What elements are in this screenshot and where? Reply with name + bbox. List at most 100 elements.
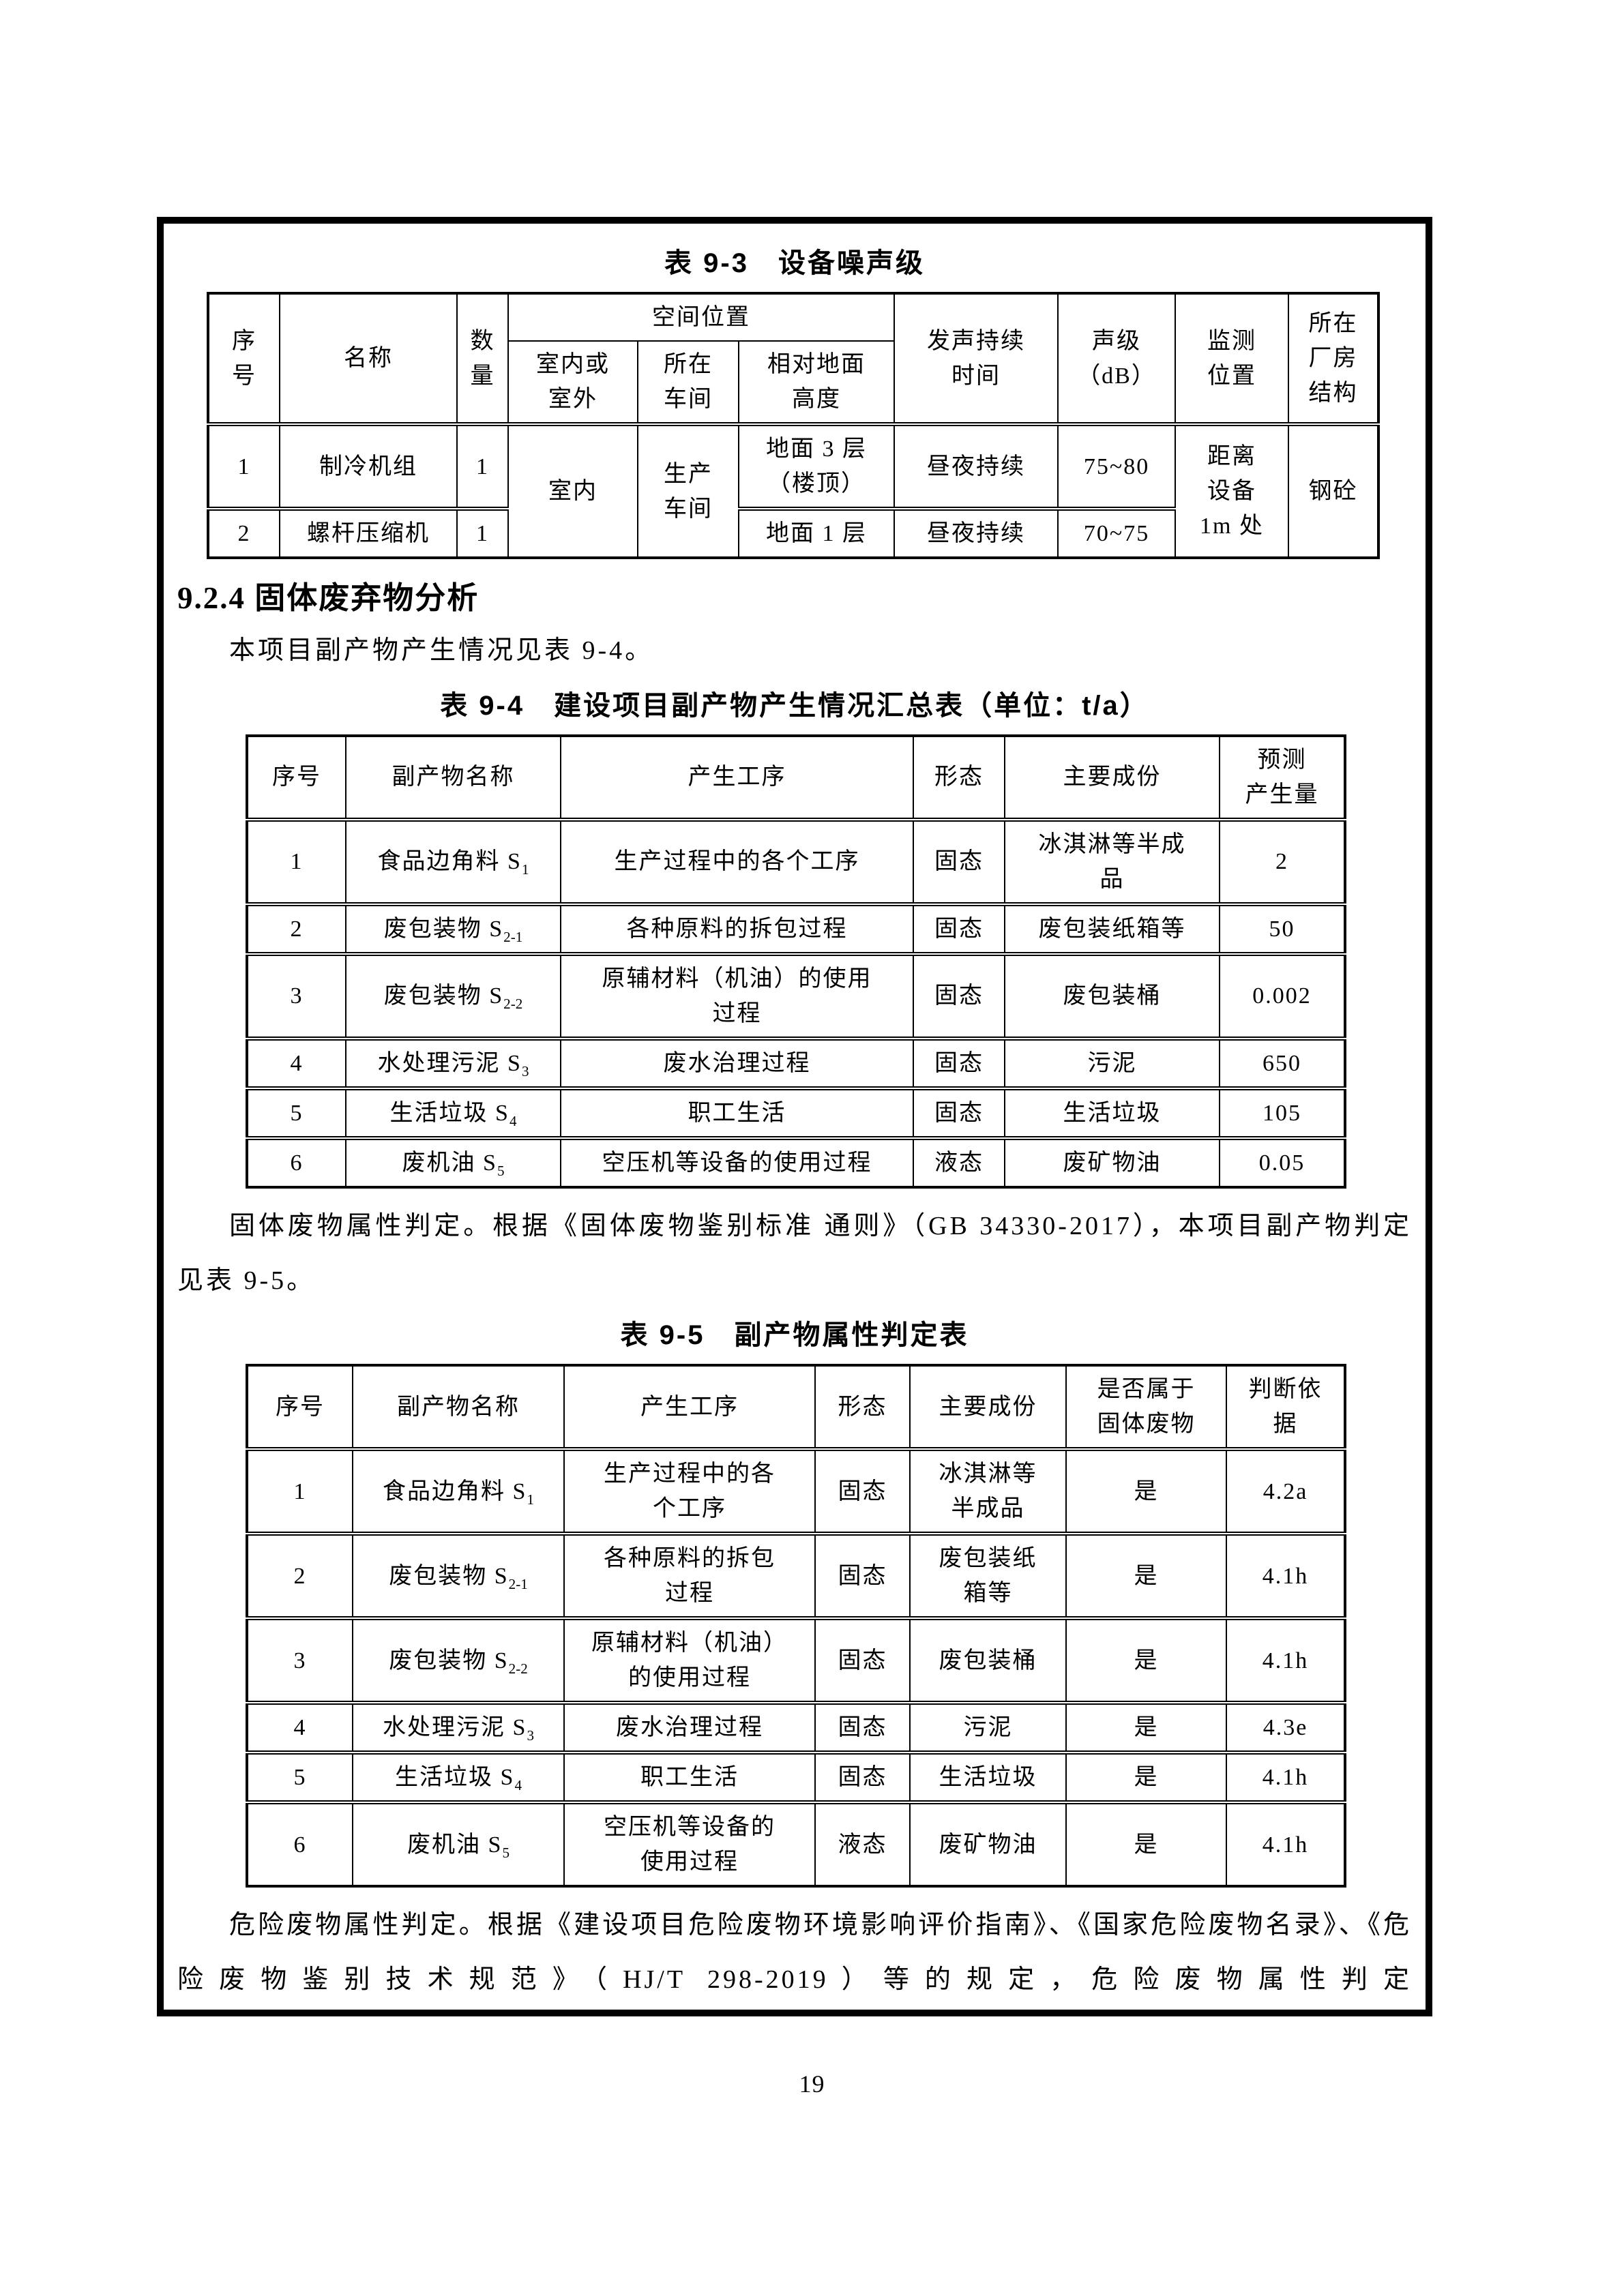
data-cell-process: 职工生活 (560, 1087, 914, 1139)
header-cell-fashengshijian: 发声持续 时间 (894, 293, 1059, 425)
data-cell-indoor: 室内 (507, 423, 638, 558)
data-cell-predicted-output: 650 (1219, 1037, 1346, 1089)
header-cell-mingcheng: 名称 (279, 293, 458, 425)
data-cell-composition: 冰淇淋等 半成品 (909, 1448, 1067, 1535)
data-cell-composition: 废包装桶 (909, 1617, 1067, 1704)
data-cell-form: 固态 (814, 1702, 911, 1754)
table-row: 1 食品边角料 S1 生产过程中的各个工序 固态 冰淇淋等半成 品 2 (246, 818, 1346, 905)
data-cell-index: 4 (246, 1702, 353, 1754)
data-cell-is-solid-waste: 是 (1065, 1752, 1227, 1804)
table-9-4-title: 表 9-4 建设项目副产物产生情况汇总表（单位：t/a） (440, 690, 1149, 721)
page-number: 19 (799, 2070, 825, 2098)
byproduct-name-subscript: 5 (502, 1844, 510, 1861)
data-cell-form: 固态 (913, 1087, 1005, 1139)
data-cell-judgment-basis: 4.1h (1226, 1617, 1346, 1704)
data-cell-composition: 污泥 (1004, 1037, 1220, 1089)
table-row: 序号 副产物名称 产生工序 形态 主要成份 是否属于 固体废物 判断依 据 (246, 1365, 1346, 1450)
byproduct-name-text: 生活垃圾 S (395, 1765, 515, 1791)
data-cell-byproduct-name: 废包装物 S2-2 (352, 1617, 565, 1704)
table-9-3-title: 表 9-3 设备噪声级 (664, 248, 925, 278)
table-row: 1 食品边角料 S1 生产过程中的各 个工序 固态 冰淇淋等 半成品 是 4.2… (246, 1448, 1346, 1535)
header-cell-composition: 主要成份 (1004, 734, 1220, 820)
data-cell-noise-level: 70~75 (1057, 508, 1177, 558)
data-cell-composition: 废矿物油 (909, 1802, 1067, 1888)
data-cell-byproduct-name: 食品边角料 S1 (345, 818, 561, 905)
byproduct-name-subscript: 2-2 (503, 996, 523, 1013)
table-row: 序 号 名称 数 量 空间位置 发声持续 时间 声级 （dB） 监测 位置 所在… (207, 293, 1380, 425)
data-cell-form: 液态 (913, 1137, 1005, 1188)
byproduct-name-subscript: 1 (527, 1491, 534, 1508)
data-cell-byproduct-name: 生活垃圾 S4 (345, 1087, 561, 1139)
data-cell-process: 空压机等设备的 使用过程 (563, 1802, 816, 1888)
data-cell-composition: 冰淇淋等半成 品 (1004, 818, 1220, 905)
header-cell-process: 产生工序 (560, 734, 914, 820)
data-cell-composition: 废矿物油 (1004, 1137, 1220, 1188)
header-cell-changfangjiegou: 所在 厂房 结构 (1288, 293, 1380, 425)
byproduct-name-text: 废包装物 S (383, 916, 504, 942)
byproduct-name-text: 废包装物 S (389, 1648, 509, 1673)
data-cell-composition: 生活垃圾 (1004, 1087, 1220, 1139)
data-cell-quantity: 1 (456, 508, 509, 558)
section-heading-924: 9.2.4 固体废弃物分析 (177, 581, 479, 615)
table-row: 序号 副产物名称 产生工序 形态 主要成份 预测 产生量 (246, 734, 1346, 820)
data-cell-byproduct-name: 废包装物 S2-2 (345, 953, 561, 1039)
header-cell-xiangduigaodu: 相对地面 高度 (737, 340, 896, 425)
table-row: 2 废包装物 S2-1 各种原料的拆包过程 固态 废包装纸箱等 50 (246, 903, 1346, 955)
byproduct-name-text: 废包装物 S (383, 983, 504, 1009)
data-cell-form: 固态 (814, 1533, 911, 1620)
header-cell-judgment-basis: 判断依 据 (1226, 1365, 1346, 1450)
data-cell-is-solid-waste: 是 (1065, 1802, 1227, 1888)
data-cell-is-solid-waste: 是 (1065, 1702, 1227, 1754)
data-cell-process: 各种原料的拆包 过程 (563, 1533, 816, 1620)
data-cell-predicted-output: 2 (1219, 818, 1346, 905)
data-cell-byproduct-name: 废包装物 S2-1 (345, 903, 561, 955)
paragraph-hazardous-waste: 危险废物属性判定。根据《建设项目危险废物环境影响评价指南》、《国家危险废物名录》… (177, 1911, 1412, 1995)
data-cell-byproduct-name: 水处理污泥 S3 (352, 1702, 565, 1754)
header-cell-jianceweizhi: 监测 位置 (1175, 293, 1290, 425)
data-cell-judgment-basis: 4.2a (1226, 1448, 1346, 1535)
data-cell-is-solid-waste: 是 (1065, 1617, 1227, 1704)
header-cell-kongjianweizhi: 空间位置 (507, 293, 896, 342)
data-cell-index: 4 (246, 1037, 346, 1089)
data-cell-predicted-output: 0.002 (1219, 953, 1346, 1039)
header-cell-byproduct-name: 副产物名称 (352, 1365, 565, 1450)
table-row: 3 废包装物 S2-2 原辅材料（机油）的使用 过程 固态 废包装桶 0.002 (246, 953, 1346, 1039)
data-cell-index: 6 (246, 1802, 353, 1888)
data-cell-byproduct-name: 水处理污泥 S3 (345, 1037, 561, 1089)
data-cell-byproduct-name: 废机油 S5 (352, 1802, 565, 1888)
data-cell-process: 各种原料的拆包过程 (560, 903, 914, 955)
byproduct-name-subscript: 4 (514, 1777, 522, 1794)
data-cell-monitor-position: 距离 设备 1m 处 (1175, 423, 1290, 558)
data-cell-index: 2 (207, 508, 280, 558)
data-cell-byproduct-name: 生活垃圾 S4 (352, 1752, 565, 1804)
data-cell-form: 液态 (814, 1802, 911, 1888)
header-cell-shineiwai: 室内或 室外 (507, 340, 638, 425)
header-cell-process: 产生工序 (563, 1365, 816, 1450)
data-cell-judgment-basis: 4.1h (1226, 1533, 1346, 1620)
header-cell-shuliang: 数 量 (456, 293, 509, 425)
data-cell-form: 固态 (913, 903, 1005, 955)
data-cell-byproduct-name: 废包装物 S2-1 (352, 1533, 565, 1620)
data-cell-index: 2 (246, 903, 346, 955)
table-row: 室内或 室外 所在 车间 相对地面 高度 (208, 340, 1379, 425)
data-cell-quantity: 1 (456, 423, 509, 509)
table-9-3-equipment-noise: 序 号 名称 数 量 空间位置 发声持续 时间 声级 （dB） 监测 位置 所在… (207, 292, 1381, 559)
data-cell-duration: 昼夜持续 (894, 508, 1059, 558)
data-cell-form: 固态 (814, 1448, 911, 1535)
header-cell-byproduct-name: 副产物名称 (345, 734, 561, 820)
byproduct-name-text: 生活垃圾 S (389, 1100, 510, 1126)
table-9-4-byproduct-summary: 序号 副产物名称 产生工序 形态 主要成份 预测 产生量 1 食品边角料 S1 … (246, 734, 1346, 1189)
data-cell-is-solid-waste: 是 (1065, 1448, 1227, 1535)
data-cell-byproduct-name: 食品边角料 S1 (352, 1448, 565, 1535)
data-cell-index: 1 (246, 818, 346, 905)
byproduct-name-subscript: 2-1 (503, 928, 523, 945)
byproduct-name-subscript: 4 (509, 1112, 517, 1129)
data-cell-judgment-basis: 4.3e (1226, 1702, 1346, 1754)
data-cell-form: 固态 (814, 1752, 911, 1804)
byproduct-name-subscript: 5 (497, 1162, 505, 1179)
data-cell-index: 5 (246, 1087, 346, 1139)
data-cell-index: 3 (246, 1617, 353, 1704)
content-frame: 表 9-3 设备噪声级 序 号 名称 数 量 空间位置 发声持续 时间 声级 （… (157, 217, 1432, 2016)
header-cell-form: 形态 (814, 1365, 911, 1450)
data-cell-judgment-basis: 4.1h (1226, 1802, 1346, 1888)
